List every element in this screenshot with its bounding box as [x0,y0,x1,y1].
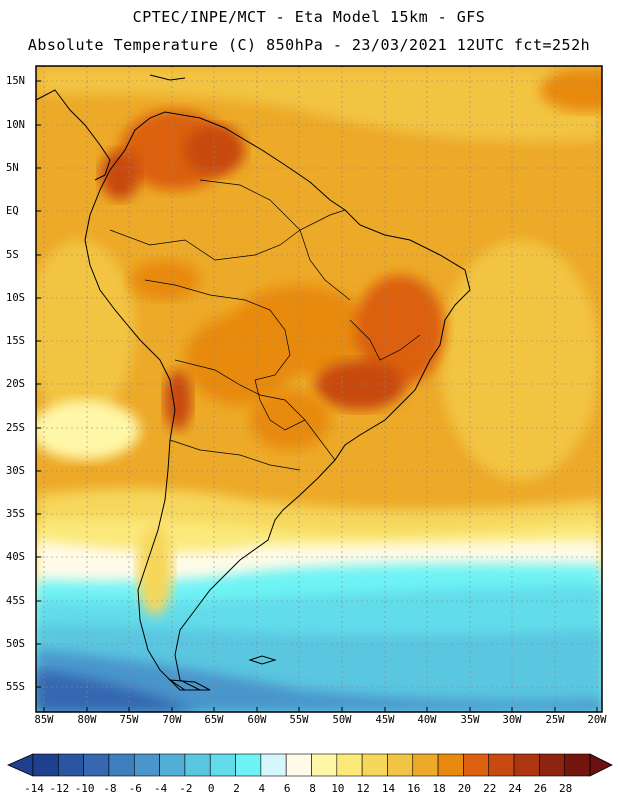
colorbar-arrow-high [589,753,613,777]
lat-label: 40S [6,551,25,563]
tierra-del-fuego [168,679,211,691]
colorbar-swatch [108,753,135,777]
colorbar-swatch [32,753,59,777]
lat-label: 10N [6,119,25,131]
lat-label: 55S [6,681,25,693]
country-borders [109,179,421,471]
colorbar-swatch [235,753,262,777]
title-line-1: CPTEC/INPE/MCT - Eta Model 15km - GFS [132,8,486,26]
lon-label: 45W [375,714,395,726]
lat-label: 5S [6,249,19,261]
colorbar-label: 8 [309,782,316,795]
colorbar-label: 6 [283,782,291,795]
colorbar-swatch [488,753,515,777]
colorbar-swatch [184,753,211,777]
colorbar-swatch [311,753,338,777]
lat-label: 50S [6,638,25,650]
colorbar-label: -6 [128,782,142,795]
lat-label: 15N [6,75,25,87]
colorbar-swatch [412,753,439,777]
graticule [36,66,602,712]
colorbar-label: 22 [483,782,497,795]
colorbar-label: 4 [258,782,266,795]
colorbar-swatch [159,753,186,777]
colorbar-label: 14 [381,782,396,795]
lon-label: 20W [587,714,607,726]
title-line-2: Absolute Temperature (C) 850hPa - 23/03/… [27,36,591,54]
colorbar-label: -8 [103,782,117,795]
lat-label: 45S [6,595,25,607]
colorbar-label: -4 [153,782,168,795]
colorbar-arrow-low [7,753,34,777]
lon-label: 30W [502,714,522,726]
lon-label: 50W [332,714,352,726]
coastlines [36,74,471,691]
falklands [248,655,277,665]
lon-label: 35W [460,714,480,726]
lat-label: 30S [6,465,25,477]
lat-label: 10S [6,292,25,304]
colorbar-label: 28 [559,782,573,795]
colorbar-swatch [133,753,160,777]
lon-label: 55W [289,714,309,726]
lat-label: 35S [6,508,25,520]
central-america [36,89,111,181]
colorbar-label: 10 [331,782,345,795]
colorbar-swatch [336,753,363,777]
colorbar-label: -10 [74,782,95,795]
colorbar-label: 26 [533,782,547,795]
colorbar-label: 2 [233,782,240,795]
colorbar-label: -14 [24,782,44,795]
lat-label: 20S [6,378,25,390]
colorbar-swatch [260,753,287,777]
colorbar-label: 16 [407,782,421,795]
lon-label: 85W [34,714,54,726]
map-frame [35,65,603,713]
colorbar-label: -2 [179,782,193,795]
colorbar-swatch [564,753,591,777]
axis-ticks [36,80,598,712]
lon-label: 70W [162,714,182,726]
lon-label: 40W [417,714,437,726]
colorbar-swatch [513,753,540,777]
colorbar-swatch [387,753,414,777]
colorbar-label: -12 [49,782,70,795]
lon-label: 25W [545,714,565,726]
lon-label: 65W [204,714,224,726]
colorbar-swatch [83,753,110,777]
colorbar-swatch [539,753,565,777]
colorbar-label: 0 [207,782,215,795]
colorbar-swatch [209,753,236,777]
lon-label: 60W [247,714,267,726]
colorbar-swatch [285,753,312,777]
colorbar-swatch [463,753,490,777]
temperature-field [36,66,602,712]
colorbar-label: 12 [356,782,370,795]
colorbar-label: 20 [457,782,472,795]
lat-label: EQ [6,205,19,217]
caribbean-island [149,74,186,81]
lon-label: 80W [77,714,97,726]
lat-label: 5N [6,162,19,174]
colorbar-label: 18 [432,782,446,795]
lat-label: 15S [6,335,25,347]
lon-label: 75W [119,714,139,726]
colorbar-swatch [361,753,388,777]
temperature-colorbar [7,753,613,777]
south-america-outline [84,111,471,691]
colorbar-swatch [437,753,464,777]
colorbar-swatch [58,753,84,777]
lat-label: 25S [6,422,25,434]
colorbar-label: 24 [508,782,522,795]
